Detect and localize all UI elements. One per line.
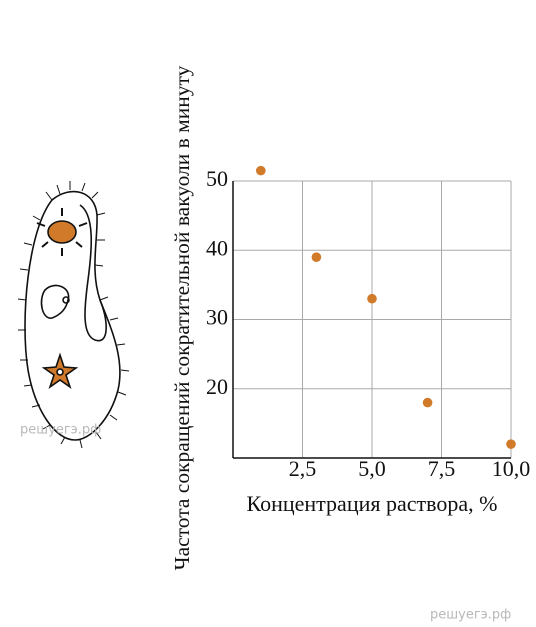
y-tick-label: 40 xyxy=(206,235,228,260)
y-tick-label: 50 xyxy=(206,166,228,191)
point xyxy=(506,439,516,449)
y-tick-label: 20 xyxy=(206,374,228,399)
x-tick-label: 7,5 xyxy=(428,456,456,481)
x-tick-label: 5,0 xyxy=(358,456,386,481)
y-axis-label: Частота сокращений сократительной вакуол… xyxy=(170,65,194,570)
watermark: решуегэ.рф xyxy=(430,608,511,623)
y-tick-label: 30 xyxy=(206,305,228,330)
point xyxy=(422,397,433,408)
x-tick-label: 10,0 xyxy=(492,456,531,481)
point xyxy=(367,293,377,304)
watermark: решуегэ.рф xyxy=(20,423,101,438)
x-axis-label: Концентрация раствора, % xyxy=(247,491,498,516)
point xyxy=(311,252,322,262)
x-tick-label: 2,5 xyxy=(289,456,317,481)
point xyxy=(255,165,266,176)
paramecium-drawing xyxy=(17,181,130,449)
